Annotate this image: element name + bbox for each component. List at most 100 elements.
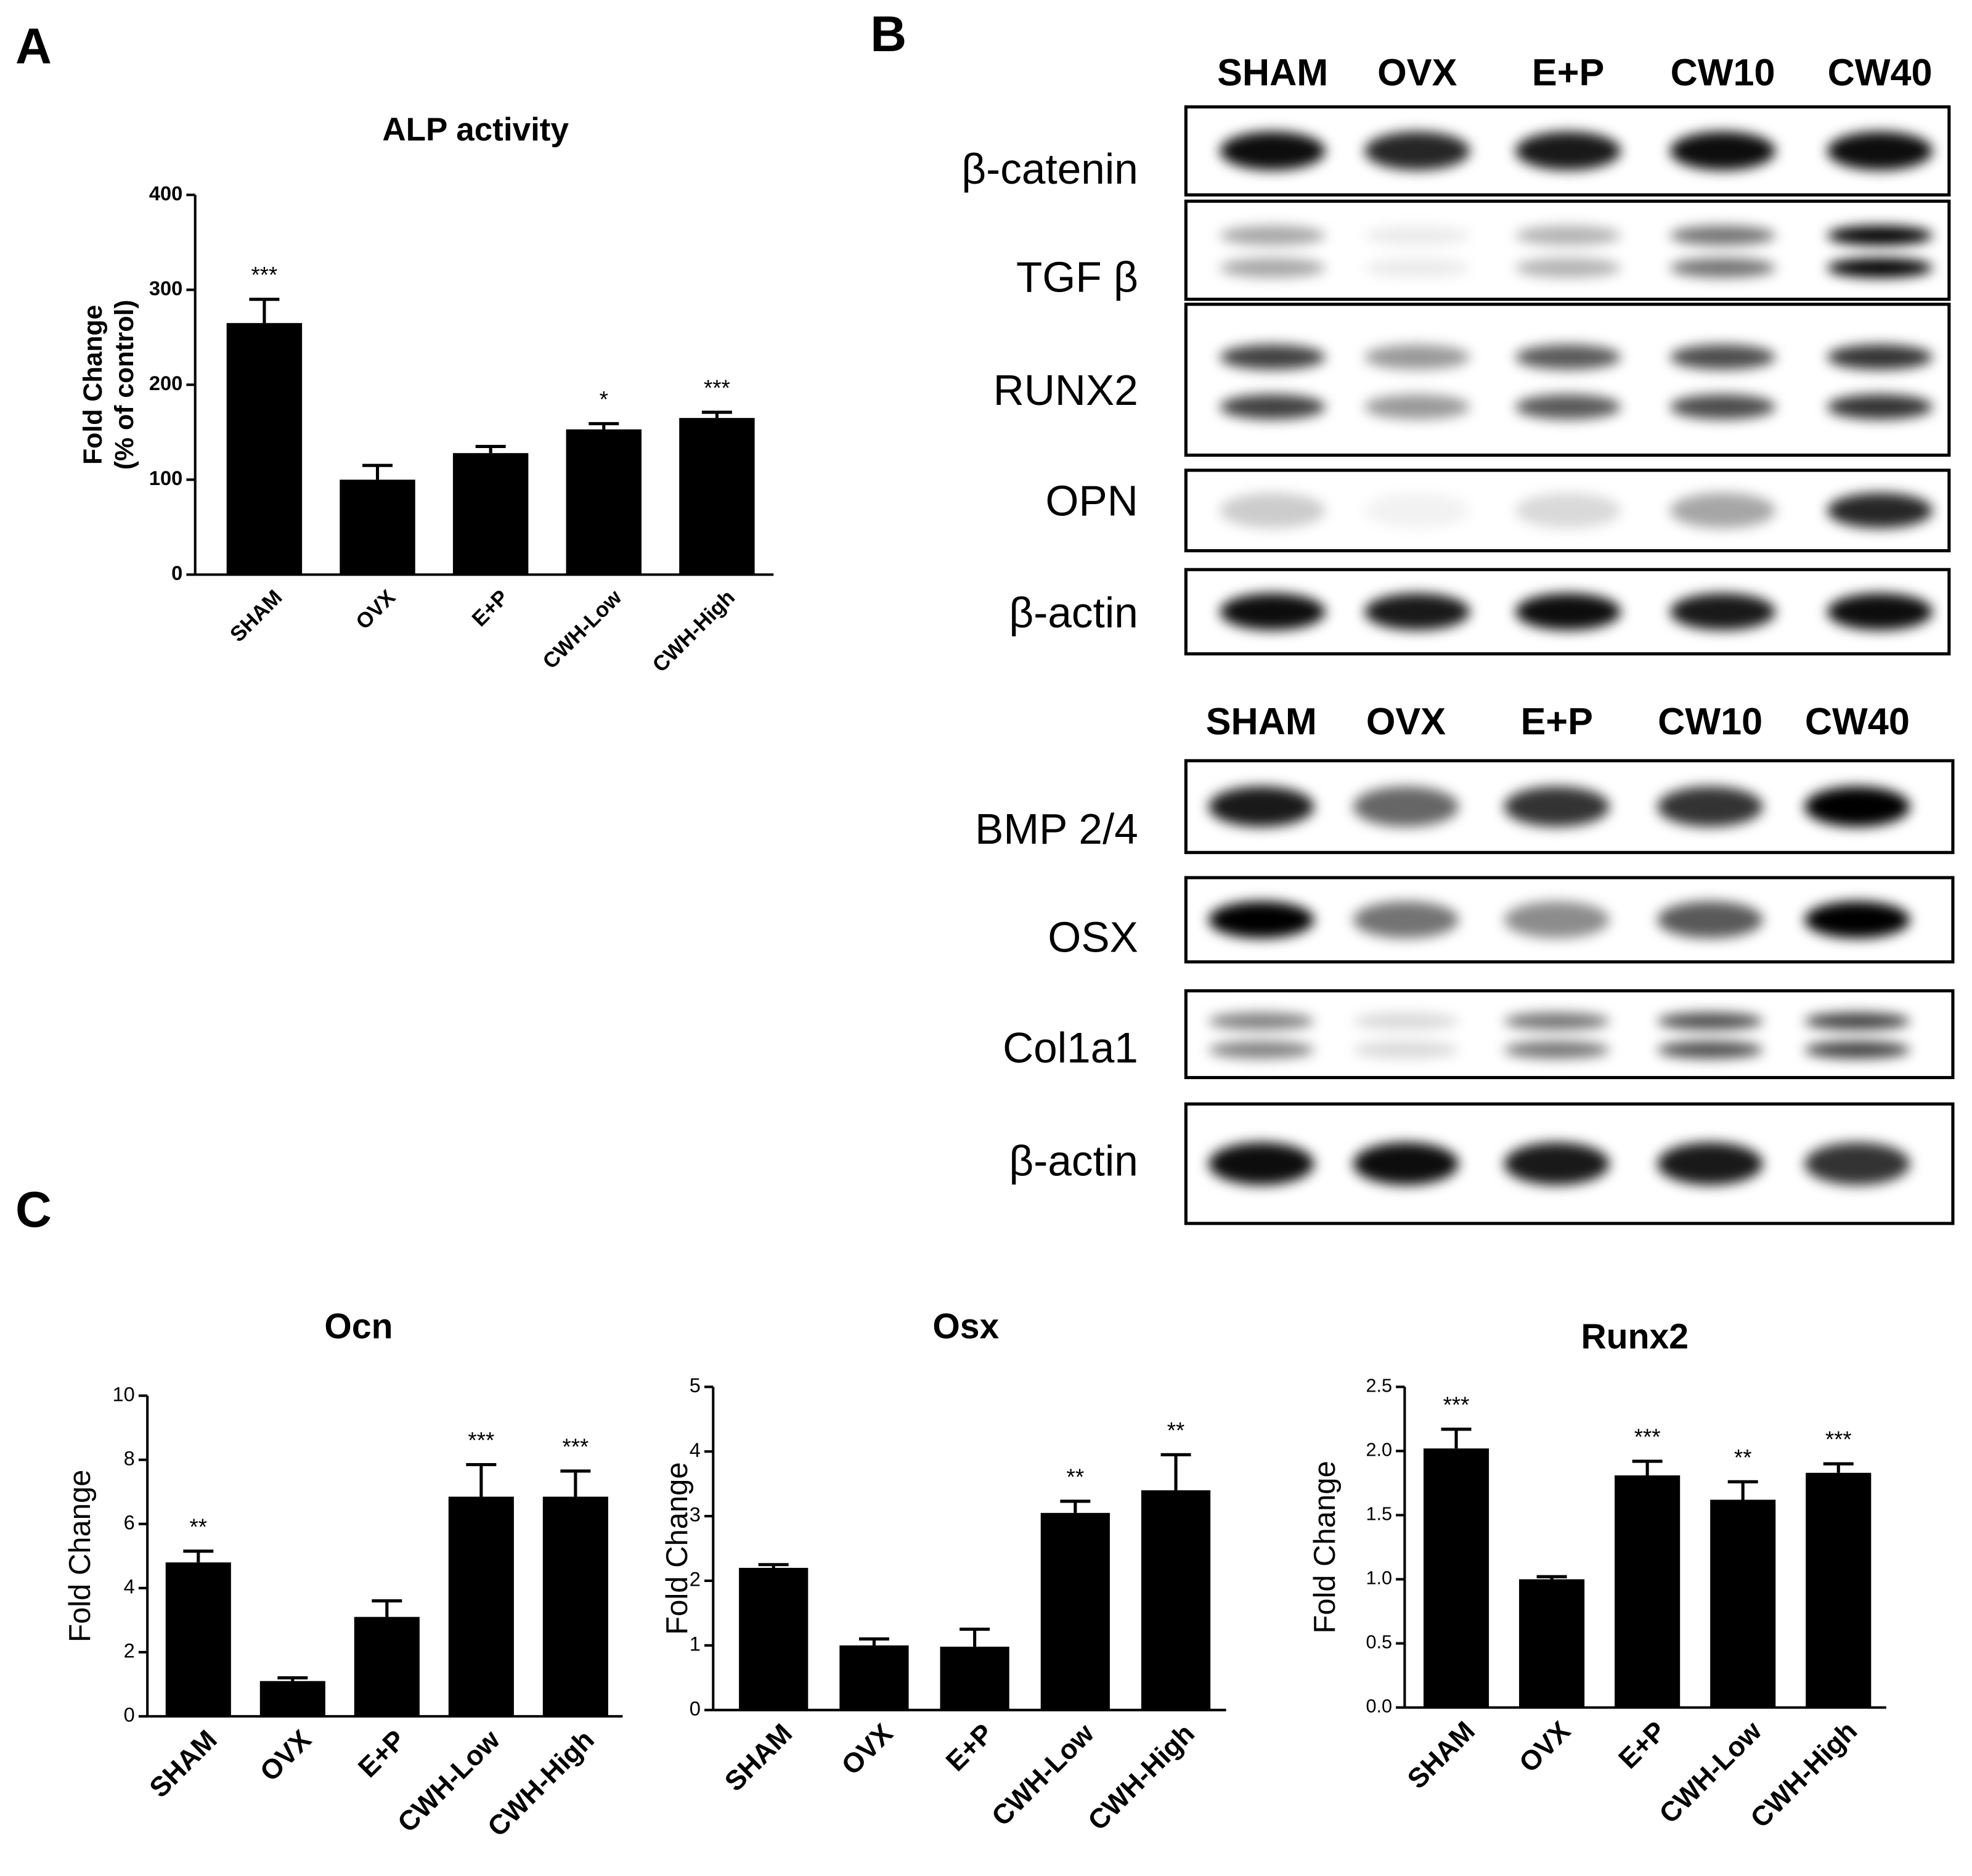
lane-label: CW40: [1805, 700, 1910, 742]
band: [1353, 901, 1459, 939]
bar: [940, 1646, 1009, 1710]
lane-label: OVX: [1377, 52, 1457, 94]
band: [1353, 1142, 1459, 1185]
bar: [1141, 1490, 1211, 1710]
band: [1353, 1041, 1459, 1059]
x-tick-label: CWH-High: [1082, 1718, 1200, 1837]
lane-label: CW10: [1658, 700, 1762, 742]
significance: **: [1167, 1417, 1185, 1443]
y-tick-label: 400: [149, 182, 182, 205]
band: [1364, 593, 1470, 630]
x-tick-label: E+P: [352, 1724, 412, 1784]
band: [1669, 226, 1776, 246]
protein-label: β-actin: [1009, 589, 1138, 637]
y-tick-label: 1.5: [1366, 1504, 1392, 1525]
band: [1515, 492, 1621, 529]
band: [1208, 901, 1314, 939]
significance: ***: [468, 1427, 494, 1453]
y-axis-label: (% of control): [110, 300, 139, 470]
band: [1827, 345, 1933, 370]
panel-label: A: [15, 18, 52, 75]
band: [1504, 1142, 1610, 1185]
band: [1669, 258, 1776, 278]
x-tick-label: SHAM: [1401, 1715, 1480, 1795]
error-bar: [249, 298, 280, 324]
bar: [1806, 1472, 1872, 1708]
error-bar: [1060, 1499, 1091, 1513]
y-tick-label: 0.0: [1366, 1696, 1392, 1717]
y-tick-label: 0: [124, 1703, 135, 1726]
band: [1657, 1041, 1763, 1059]
bar: [566, 429, 642, 575]
band: [1515, 593, 1621, 630]
x-tick-label: E+P: [468, 585, 513, 631]
x-tick-label: OVX: [1513, 1715, 1576, 1779]
x-tick-label: E+P: [940, 1718, 1000, 1777]
band: [1364, 226, 1470, 246]
bar: [226, 323, 303, 575]
bar: [165, 1562, 231, 1716]
y-tick-label: 2: [124, 1639, 135, 1662]
error-bar: [560, 1469, 591, 1497]
band: [1364, 492, 1470, 529]
x-tick-label: OVX: [254, 1724, 317, 1787]
significance: ***: [251, 263, 277, 288]
band: [1657, 901, 1763, 939]
y-tick-label: 6: [124, 1511, 135, 1533]
band: [1827, 492, 1933, 529]
blot-frame: [1184, 199, 1951, 301]
error-bar: [466, 1462, 497, 1497]
band: [1657, 1142, 1763, 1185]
band: [1669, 131, 1776, 171]
y-tick-label: 1.0: [1366, 1568, 1392, 1589]
band: [1515, 226, 1621, 246]
blot-frame: [1184, 989, 1955, 1080]
x-tick-label: CWH-High: [648, 585, 740, 677]
band: [1804, 1041, 1910, 1059]
protein-label: TGF β: [1016, 253, 1138, 301]
band: [1669, 492, 1776, 529]
error-bar: [960, 1628, 990, 1647]
protein-label: OPN: [1046, 476, 1138, 524]
chart-title: Osx: [932, 1307, 999, 1347]
bar: [1040, 1512, 1110, 1710]
chart-title: Runx2: [1581, 1317, 1689, 1356]
error-bar: [1160, 1453, 1191, 1491]
band: [1220, 492, 1326, 529]
y-axis-label: Fold Change: [661, 1462, 694, 1634]
y-tick-label: 4: [690, 1438, 701, 1461]
protein-label: β-catenin: [961, 145, 1138, 193]
error-bar: [701, 410, 732, 418]
error-bar: [277, 1676, 308, 1681]
band: [1504, 1041, 1610, 1059]
significance: *: [600, 386, 608, 412]
error-bar: [758, 1563, 789, 1568]
bar: [354, 1617, 420, 1716]
lane-label: CW10: [1671, 52, 1775, 94]
lane-label: SHAM: [1206, 700, 1317, 742]
error-bar: [1823, 1462, 1854, 1473]
band: [1353, 1012, 1459, 1030]
band: [1353, 786, 1459, 827]
error-bar: [1441, 1427, 1472, 1449]
chart-title: Ocn: [324, 1307, 393, 1347]
band: [1515, 394, 1621, 420]
significance: **: [1067, 1464, 1085, 1490]
lane-label: E+P: [1532, 52, 1604, 94]
band: [1364, 131, 1470, 171]
significance: ***: [562, 1434, 589, 1459]
band: [1208, 1142, 1314, 1185]
bar: [340, 479, 415, 575]
band: [1669, 593, 1776, 630]
significance: ***: [1825, 1427, 1852, 1452]
bar: [542, 1496, 608, 1716]
significance: ***: [1634, 1424, 1661, 1450]
band: [1220, 345, 1326, 370]
band: [1364, 258, 1470, 278]
band: [1827, 258, 1933, 278]
y-tick-label: 8: [124, 1446, 135, 1469]
y-tick-label: 3: [690, 1503, 701, 1526]
band: [1504, 901, 1610, 939]
error-bar: [858, 1637, 889, 1646]
